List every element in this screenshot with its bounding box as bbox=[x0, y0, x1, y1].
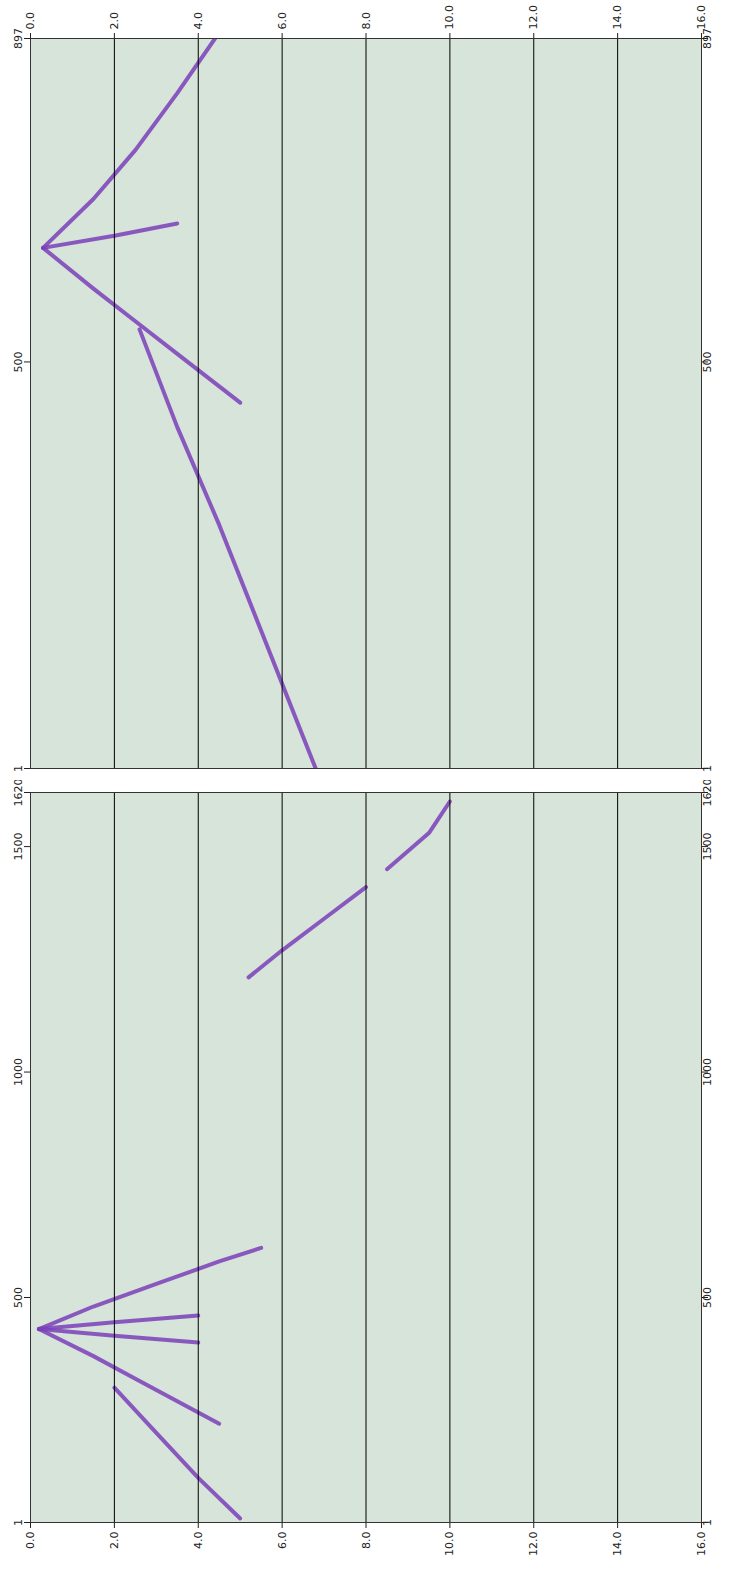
svg-text:4.0: 4.0 bbox=[192, 1532, 205, 1550]
svg-text:6.0: 6.0 bbox=[276, 1532, 289, 1550]
svg-text:1000: 1000 bbox=[701, 1058, 714, 1086]
svg-text:8.0: 8.0 bbox=[360, 12, 373, 30]
svg-text:1: 1 bbox=[12, 1519, 25, 1526]
svg-text:6.0: 6.0 bbox=[276, 12, 289, 30]
svg-text:1620: 1620 bbox=[701, 780, 714, 807]
svg-text:14.0: 14.0 bbox=[611, 5, 624, 30]
svg-text:500: 500 bbox=[12, 351, 25, 372]
svg-text:1000: 1000 bbox=[12, 1058, 25, 1086]
svg-text:897: 897 bbox=[701, 28, 714, 49]
svg-text:500: 500 bbox=[701, 351, 714, 372]
svg-text:0.0: 0.0 bbox=[24, 12, 37, 30]
svg-text:4.0: 4.0 bbox=[192, 12, 205, 30]
svg-text:1: 1 bbox=[12, 765, 25, 772]
svg-text:12.0: 12.0 bbox=[527, 1532, 540, 1557]
svg-text:8.0: 8.0 bbox=[360, 1532, 373, 1550]
svg-text:1620: 1620 bbox=[12, 780, 25, 807]
svg-text:500: 500 bbox=[701, 1287, 714, 1308]
svg-text:10.0: 10.0 bbox=[443, 5, 456, 30]
svg-text:0.0: 0.0 bbox=[24, 1532, 37, 1550]
svg-text:10.0: 10.0 bbox=[443, 1532, 456, 1557]
svg-text:14.0: 14.0 bbox=[611, 1532, 624, 1557]
svg-text:16.0: 16.0 bbox=[695, 1532, 708, 1557]
svg-text:1: 1 bbox=[701, 1519, 714, 1526]
svg-text:500: 500 bbox=[12, 1287, 25, 1308]
svg-text:1: 1 bbox=[701, 765, 714, 772]
svg-text:2.0: 2.0 bbox=[108, 12, 121, 30]
svg-text:16.0: 16.0 bbox=[695, 5, 708, 30]
svg-text:897: 897 bbox=[12, 28, 25, 49]
svg-text:1500: 1500 bbox=[701, 833, 714, 861]
svg-text:1500: 1500 bbox=[12, 833, 25, 861]
svg-text:2.0: 2.0 bbox=[108, 1532, 121, 1550]
svg-text:12.0: 12.0 bbox=[527, 5, 540, 30]
